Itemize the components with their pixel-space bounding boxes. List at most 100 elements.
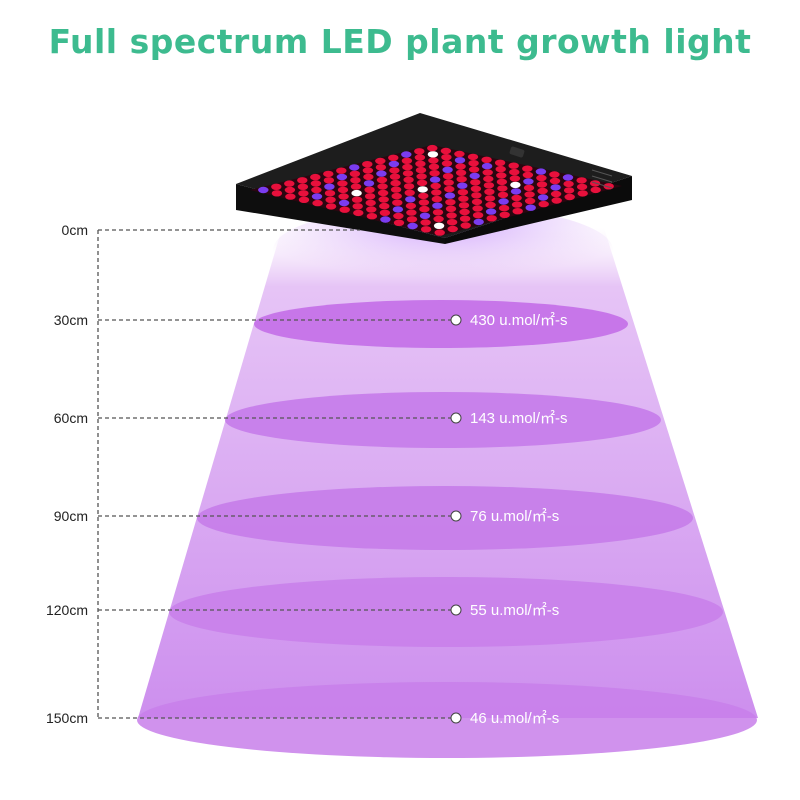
- led-chip: [470, 179, 481, 186]
- led-chip: [401, 151, 412, 158]
- led-chip: [351, 189, 362, 197]
- led-chip: [353, 209, 364, 217]
- led-array: [258, 144, 614, 236]
- led-chip: [297, 183, 309, 190]
- led-chip: [460, 222, 471, 229]
- led-chip: [389, 167, 400, 174]
- led-chip: [537, 187, 548, 195]
- led-chip: [419, 205, 430, 213]
- led-chip: [443, 179, 454, 186]
- led-chip: [536, 174, 547, 182]
- led-chip: [378, 196, 389, 203]
- light-ellipse-60cm: [225, 392, 661, 448]
- light-ellipse-120cm: [169, 577, 723, 647]
- reading-dot-60cm: [450, 412, 462, 424]
- led-chip: [455, 163, 466, 170]
- led-chip: [468, 166, 480, 173]
- page-title: Full spectrum LED plant growth light: [48, 22, 752, 61]
- light-ellipse-30cm: [254, 300, 628, 348]
- led-chip: [522, 165, 533, 172]
- led-chip: [458, 202, 470, 209]
- led-chip: [455, 169, 467, 176]
- led-chip: [431, 189, 442, 196]
- light-ellipse-90cm: [197, 486, 693, 550]
- led-chip: [523, 184, 535, 192]
- led-chip: [510, 188, 522, 195]
- led-chip: [497, 185, 508, 192]
- led-chip: [486, 215, 497, 222]
- led-chip: [420, 219, 431, 226]
- led-chip: [284, 180, 295, 187]
- led-chip: [471, 198, 483, 206]
- led-chip: [375, 157, 386, 165]
- led-chip: [427, 151, 439, 158]
- led-chip: [442, 166, 453, 173]
- led-chip: [457, 182, 468, 189]
- led-chip: [362, 161, 373, 168]
- led-chip: [434, 229, 445, 236]
- led-chip: [445, 205, 457, 212]
- distance-label-90cm: 90cm: [54, 508, 88, 524]
- led-chip: [454, 157, 466, 164]
- led-chip: [523, 178, 534, 185]
- led-chip: [324, 190, 336, 197]
- led-chip: [419, 212, 431, 219]
- reading-dot-90cm: [450, 510, 462, 522]
- led-chip: [323, 170, 334, 178]
- led-chip: [551, 197, 562, 204]
- led-chip: [431, 195, 443, 203]
- led-chip: [458, 195, 469, 202]
- led-chip: [312, 199, 323, 207]
- led-chip: [405, 196, 416, 203]
- led-chip: [418, 192, 429, 200]
- led-chip: [481, 162, 493, 170]
- led-chip: [467, 153, 479, 161]
- led-chip: [445, 199, 456, 206]
- led-chip: [454, 150, 465, 158]
- led-chip: [473, 218, 484, 226]
- led-chip: [576, 177, 587, 184]
- led-chip: [456, 176, 467, 183]
- led-chip: [459, 215, 471, 222]
- led-chip: [484, 188, 495, 195]
- led-chip: [538, 200, 549, 208]
- led-chip: [377, 189, 389, 197]
- led-chip: [590, 186, 601, 194]
- led-chip: [485, 201, 496, 209]
- led-chip: [522, 171, 534, 179]
- led-chip: [297, 177, 308, 184]
- led-chip: [337, 180, 348, 187]
- led-chip: [365, 199, 376, 207]
- led-chip: [364, 186, 375, 193]
- reading-150cm: 46 u.mol/㎡-s: [470, 710, 559, 727]
- led-chip: [324, 183, 335, 190]
- led-chip: [563, 180, 574, 188]
- led-chip: [446, 212, 457, 219]
- led-chip: [418, 199, 430, 206]
- led-chip: [498, 204, 510, 212]
- led-chip: [535, 168, 547, 175]
- led-chip: [498, 198, 509, 205]
- led-chip: [483, 182, 495, 189]
- led-chip: [311, 193, 323, 200]
- reading-dot-30cm: [450, 314, 462, 326]
- led-chip: [483, 175, 494, 183]
- led-chip: [511, 201, 523, 208]
- reading-30cm: 430 u.mol/㎡-s: [470, 312, 568, 329]
- led-chip: [524, 197, 536, 205]
- led-chip: [495, 165, 506, 173]
- led-chip: [376, 170, 387, 177]
- led-chip: [402, 163, 413, 171]
- led-chip: [482, 169, 493, 176]
- led-chip: [512, 208, 523, 215]
- reading-90cm: 76 u.mol/㎡-s: [470, 508, 559, 525]
- led-chip: [444, 192, 456, 199]
- led-chip: [432, 202, 443, 209]
- led-chip: [511, 194, 522, 202]
- led-chip: [563, 187, 575, 194]
- reading-dot-120cm: [450, 604, 462, 616]
- led-chip: [388, 160, 400, 168]
- led-chip: [285, 193, 296, 200]
- led-chip: [336, 167, 347, 174]
